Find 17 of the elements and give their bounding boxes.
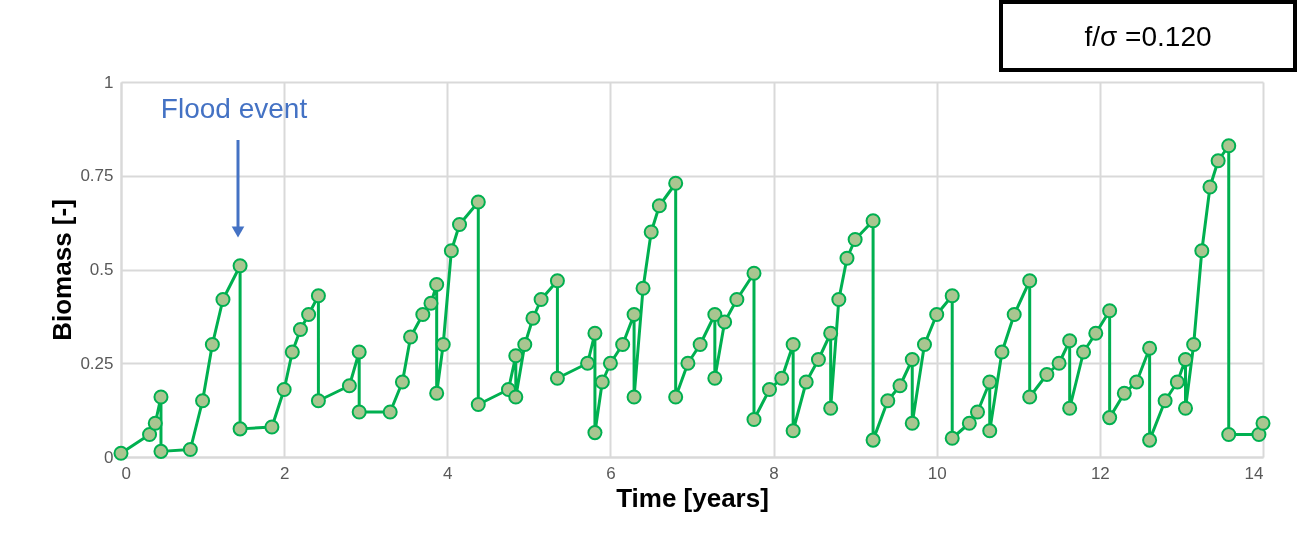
- annotation: Flood event: [160, 93, 308, 124]
- y-tick-label: 0: [104, 447, 114, 467]
- x-tick-label: 6: [606, 463, 616, 483]
- x-tick-label: 8: [769, 463, 779, 483]
- y-axis-title: Biomass [-]: [47, 199, 78, 341]
- y-tick-label: 0.5: [89, 260, 114, 279]
- x-tick-label: 10: [927, 463, 947, 483]
- x-tick-label: 0: [121, 463, 131, 483]
- x-axis-title: Time [years]: [616, 482, 769, 513]
- y-tick-label: 0.25: [80, 353, 114, 373]
- y-tick-label: 1: [104, 72, 114, 92]
- y-tick-label: 0.75: [80, 166, 114, 186]
- x-tick-label: 4: [443, 463, 453, 483]
- x-tick-label: 2: [279, 463, 290, 483]
- x-tick-label: 12: [1090, 463, 1110, 483]
- x-tick-label: 14: [1244, 463, 1264, 483]
- text: f/σ =0.120: [1084, 21, 1212, 52]
